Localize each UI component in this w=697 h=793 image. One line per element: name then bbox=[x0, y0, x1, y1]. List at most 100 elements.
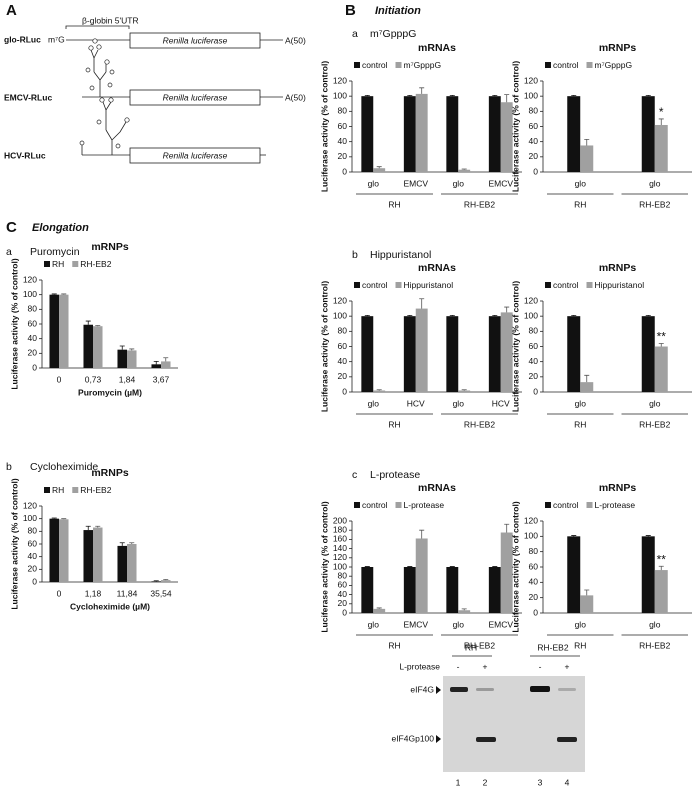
error-bar bbox=[571, 315, 577, 317]
chart-title: mRNAs bbox=[418, 482, 456, 494]
y-tick-label: 100 bbox=[333, 90, 347, 100]
y-tick-label: 80 bbox=[529, 326, 539, 336]
cap-label: m⁷G bbox=[48, 34, 65, 44]
error-bar bbox=[658, 118, 664, 125]
error-bar bbox=[658, 343, 664, 347]
error-bar bbox=[584, 589, 590, 596]
error-bar bbox=[645, 535, 651, 537]
x-tick-label: glo bbox=[575, 398, 587, 408]
x-tick-label: glo bbox=[649, 398, 661, 408]
legend-swatch bbox=[395, 282, 402, 288]
error-bar bbox=[419, 87, 425, 94]
y-axis-label: Luciferase activity (% of control) bbox=[319, 281, 329, 412]
band bbox=[476, 688, 494, 691]
x-tick-label: EMCV bbox=[403, 619, 428, 629]
y-tick-label: 180 bbox=[333, 524, 347, 534]
bar bbox=[458, 390, 471, 392]
error-bar bbox=[492, 95, 498, 97]
y-tick-label: 100 bbox=[23, 289, 37, 299]
y-tick-label: 0 bbox=[533, 386, 538, 396]
y-tick-label: 100 bbox=[524, 90, 538, 100]
y-tick-label: 20 bbox=[338, 598, 348, 608]
y-tick-label: 60 bbox=[529, 121, 539, 131]
ires-structure bbox=[85, 38, 115, 97]
y-tick-label: 60 bbox=[338, 580, 348, 590]
y-tick-label: 0 bbox=[32, 576, 37, 586]
bar bbox=[373, 168, 386, 172]
band bbox=[558, 688, 576, 691]
error-bar bbox=[449, 95, 455, 97]
legend-swatch bbox=[586, 282, 593, 288]
lane-number: 4 bbox=[565, 777, 570, 787]
y-axis-label: Luciferase activity (% of control) bbox=[9, 258, 19, 389]
sub-panel-title: Cycloheximide bbox=[30, 461, 98, 473]
y-tick-label: 80 bbox=[529, 106, 539, 116]
bar bbox=[59, 294, 69, 368]
bar bbox=[93, 326, 103, 368]
panel-label: C bbox=[6, 219, 17, 236]
legend-label: control bbox=[362, 60, 388, 70]
x-axis-label: Cycloheximide (µM) bbox=[70, 601, 150, 611]
bar bbox=[458, 169, 471, 172]
bar bbox=[415, 308, 428, 392]
x-tick-label: 11,84 bbox=[117, 588, 138, 598]
error-bar bbox=[129, 542, 135, 544]
y-tick-label: 80 bbox=[338, 106, 348, 116]
bar bbox=[127, 544, 137, 582]
bar bbox=[580, 382, 594, 392]
error-bar bbox=[571, 95, 577, 97]
lane-number: 3 bbox=[538, 777, 543, 787]
bar bbox=[361, 96, 374, 172]
bar bbox=[567, 316, 581, 392]
sub-panel-label: a bbox=[352, 28, 358, 40]
error-bar bbox=[364, 95, 370, 97]
error-bar bbox=[153, 361, 159, 365]
chart-title: mRNAs bbox=[418, 262, 456, 274]
utr-label: β-globin 5'UTR bbox=[82, 15, 139, 25]
legend-label: control bbox=[553, 60, 579, 70]
orf-label: Renilla luciferase bbox=[163, 150, 228, 160]
bar bbox=[567, 536, 581, 613]
bar bbox=[403, 96, 416, 172]
legend-swatch bbox=[354, 502, 360, 508]
sub-panel-label: a bbox=[6, 246, 12, 258]
bar bbox=[500, 312, 513, 392]
band-arrow bbox=[436, 686, 441, 694]
bar bbox=[641, 536, 655, 613]
y-tick-label: 120 bbox=[23, 274, 37, 284]
tail-label: A(50) bbox=[285, 92, 306, 102]
construct-name: glo-RLuc bbox=[4, 34, 41, 44]
tail-label: A(50) bbox=[285, 35, 306, 45]
error-bar bbox=[407, 95, 413, 97]
y-tick-label: 100 bbox=[524, 310, 538, 320]
significance-mark: * bbox=[659, 105, 664, 119]
group-label: RH-EB2 bbox=[464, 199, 495, 209]
legend-label: m⁷GpppG bbox=[595, 60, 633, 70]
y-tick-label: 60 bbox=[529, 341, 539, 351]
x-tick-label: 35,54 bbox=[150, 588, 172, 598]
y-tick-label: 0 bbox=[342, 386, 347, 396]
group-label: RH-EB2 bbox=[464, 640, 495, 650]
x-tick-label: glo bbox=[368, 619, 380, 629]
y-tick-label: 40 bbox=[338, 589, 348, 599]
legend-swatch bbox=[395, 502, 402, 508]
western-blot: RH RH-EB2 L-protease - + - + eIF4G eIF4G… bbox=[391, 642, 585, 787]
bar bbox=[49, 294, 59, 368]
y-tick-label: 0 bbox=[342, 607, 347, 617]
legend-swatch bbox=[395, 62, 402, 68]
y-tick-label: 200 bbox=[333, 515, 347, 525]
y-tick-label: 20 bbox=[529, 371, 539, 381]
bar bbox=[580, 145, 594, 172]
y-tick-label: 120 bbox=[333, 295, 347, 305]
lane-sign: - bbox=[539, 661, 542, 671]
y-tick-label: 40 bbox=[529, 577, 539, 587]
error-bar bbox=[658, 565, 664, 571]
x-tick-label: glo bbox=[453, 178, 465, 188]
x-tick-label: glo bbox=[368, 398, 380, 408]
group-label: RH-EB2 bbox=[639, 419, 670, 429]
bar bbox=[654, 124, 668, 172]
chart-title: mRNPs bbox=[599, 42, 637, 54]
legend-swatch bbox=[44, 487, 50, 493]
